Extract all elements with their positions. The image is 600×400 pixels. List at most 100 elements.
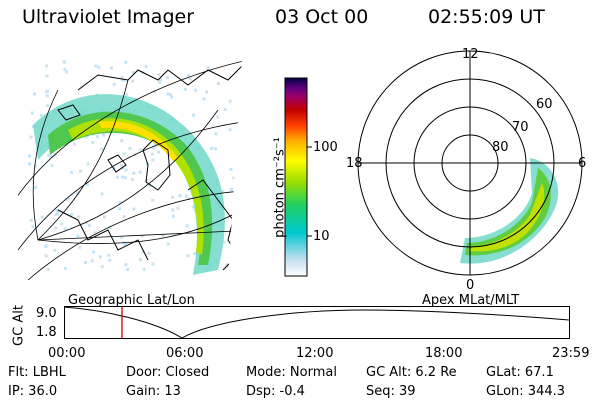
noise-pixel	[98, 255, 102, 259]
colorbar-tick-100: 100	[313, 140, 338, 155]
noise-pixel	[188, 77, 192, 81]
noise-pixel	[225, 263, 229, 267]
noise-pixel	[70, 212, 74, 216]
noise-pixel	[73, 142, 77, 146]
noise-pixel	[125, 92, 129, 96]
noise-pixel	[108, 258, 112, 262]
noise-pixel	[121, 175, 125, 179]
noise-pixel	[87, 224, 91, 228]
noise-pixel	[70, 170, 73, 174]
noise-pixel	[92, 250, 96, 254]
xtick-2359: 23:59	[552, 346, 590, 361]
noise-pixel	[93, 231, 97, 235]
noise-pixel	[116, 175, 119, 179]
noise-pixel	[103, 215, 106, 219]
noise-pixel	[216, 115, 220, 119]
noise-pixel	[138, 170, 142, 174]
noise-pixel	[108, 226, 112, 230]
noise-pixel	[107, 253, 111, 257]
noise-pixel	[187, 74, 190, 77]
noise-pixel	[60, 222, 64, 226]
noise-pixel	[76, 191, 80, 195]
noise-pixel	[120, 164, 123, 168]
noise-pixel	[153, 90, 157, 94]
noise-pixel	[56, 212, 60, 215]
noise-pixel	[109, 66, 113, 70]
noise-pixel	[191, 205, 195, 209]
noise-pixel	[206, 66, 210, 70]
noise-pixel	[159, 78, 162, 82]
noise-pixel	[45, 64, 49, 68]
noise-pixel	[122, 215, 126, 219]
noise-pixel	[91, 141, 95, 145]
noise-pixel	[55, 208, 59, 212]
noise-pixel	[65, 70, 68, 74]
info-dsp: Dsp: -0.4	[246, 384, 305, 399]
colorbar-label: photon cm⁻²s⁻¹	[272, 137, 288, 238]
noise-pixel	[184, 87, 187, 91]
noise-pixel	[46, 104, 50, 108]
noise-pixel	[151, 262, 155, 266]
noise-pixel	[151, 198, 155, 202]
noise-pixel	[138, 148, 142, 152]
noise-pixel	[86, 162, 90, 166]
mlt-label-6: 6	[578, 156, 587, 171]
noise-pixel	[120, 139, 124, 143]
noise-pixel	[54, 226, 58, 230]
noise-pixel	[221, 190, 225, 193]
mlt-label-12: 12	[462, 47, 479, 62]
noise-pixel	[86, 182, 89, 186]
noise-pixel	[122, 152, 126, 156]
noise-pixel	[100, 147, 104, 151]
xtick-1800: 18:00	[425, 346, 463, 361]
coastline-greenland	[142, 139, 171, 191]
info-gain: Gain: 13	[126, 384, 181, 399]
xtick-1200: 12:00	[296, 346, 334, 361]
noise-pixel	[222, 240, 226, 244]
auroral-band-peak	[98, 121, 178, 162]
noise-pixel	[120, 236, 124, 240]
lat-label-80: 80	[492, 140, 509, 155]
noise-pixel	[76, 215, 80, 219]
noise-pixel	[47, 154, 51, 157]
noise-pixel	[44, 254, 48, 258]
noise-pixel	[79, 169, 82, 173]
noise-pixel	[33, 92, 37, 96]
noise-pixel	[131, 177, 134, 181]
noise-pixel	[170, 95, 174, 99]
noise-pixel	[186, 254, 190, 258]
noise-pixel	[29, 218, 33, 222]
noise-pixel	[166, 242, 170, 246]
noise-pixel	[100, 192, 104, 196]
noise-pixel	[120, 75, 124, 79]
noise-pixel	[112, 82, 116, 86]
mlt-label-0: 0	[466, 278, 475, 293]
info-door: Door: Closed	[126, 365, 210, 380]
noise-pixel	[97, 65, 101, 69]
noise-pixel	[202, 97, 206, 101]
colorbar-tick-10: 10	[313, 229, 330, 244]
noise-pixel	[124, 60, 128, 64]
noise-pixel	[142, 267, 146, 271]
colorbar	[284, 77, 312, 277]
coastline-west	[57, 209, 149, 261]
noise-pixel	[151, 146, 155, 150]
noise-pixel	[161, 234, 165, 238]
noise-pixel	[84, 221, 88, 224]
noise-pixel	[205, 90, 209, 94]
noise-pixel	[31, 225, 35, 229]
info-mode: Mode: Normal	[246, 365, 337, 380]
noise-pixel	[187, 197, 191, 201]
apex-aurora-mid	[465, 168, 551, 256]
noise-pixel	[229, 168, 233, 171]
noise-pixel	[100, 265, 104, 269]
geographic-image	[18, 59, 243, 280]
noise-pixel	[50, 164, 54, 168]
noise-pixel	[84, 260, 87, 264]
noise-pixel	[138, 258, 142, 262]
noise-pixel	[229, 243, 233, 247]
xtick-0000: 00:00	[48, 346, 86, 361]
noise-pixel	[228, 99, 232, 103]
apex-panel-label: Apex MLat/MLT	[422, 293, 520, 308]
noise-pixel	[118, 200, 122, 204]
